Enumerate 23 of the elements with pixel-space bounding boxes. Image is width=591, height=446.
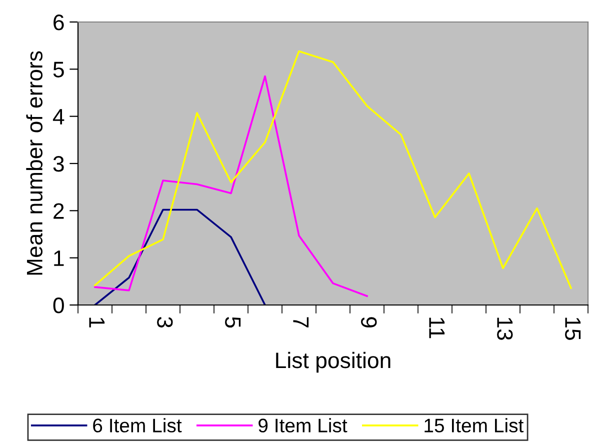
legend-label: 9 Item List [258, 418, 348, 432]
y-tick-label: 5 [53, 62, 64, 78]
y-tick-label: 3 [53, 156, 64, 172]
x-tick-label: 3 [157, 316, 173, 328]
y-tick-label: 1 [54, 250, 64, 266]
y-tick-label: 0 [53, 298, 64, 314]
line-series [94, 208, 266, 305]
line-series [94, 75, 368, 297]
y-axis-title: Mean number of errors [26, 51, 42, 275]
legend-label: 6 Item List [93, 418, 182, 432]
x-tick-label: 9 [361, 317, 377, 328]
legend-label: 15 Item List [424, 418, 524, 432]
y-tick-label: 6 [54, 14, 64, 30]
x-tick-label: 11 [429, 318, 445, 338]
x-axis-title: List position [276, 352, 390, 373]
y-tick-label: 2 [54, 203, 64, 219]
x-tick-label: 1 [89, 318, 105, 328]
line-series [94, 50, 572, 289]
x-tick-label: 7 [293, 317, 309, 328]
x-tick-label: 5 [225, 317, 241, 328]
x-tick-label: 13 [497, 318, 513, 340]
y-tick-label: 4 [52, 109, 64, 124]
x-tick-label: 15 [565, 318, 581, 340]
